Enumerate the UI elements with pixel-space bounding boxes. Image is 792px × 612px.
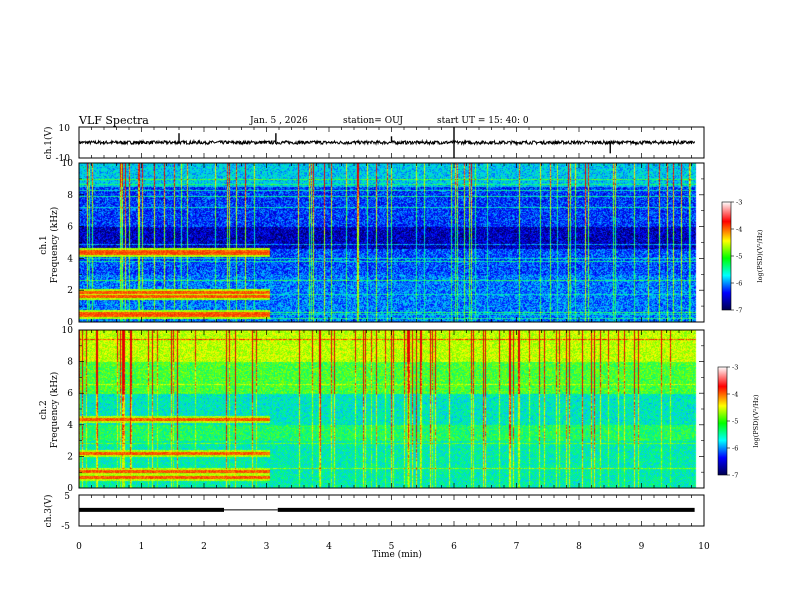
ch3-time-ticks [78,495,705,526]
time-tick-label: 0 [76,542,82,552]
ch1-colorbar: -3 -4 -5 -6 -7 log(PSD)(V²/Hz) [721,199,764,315]
ch1-spectrogram-image [79,163,704,322]
frequency-tick-label: 4 [67,254,73,264]
colorbar-tick-label: -3 [736,199,742,207]
ch1-spec-ticks [78,163,705,322]
time-tick-label: 5 [389,542,395,552]
frequency-tick-label: 6 [67,389,73,399]
ch3-wave-ylabel: ch.3(V) [43,495,54,528]
frequency-tick-label: 8 [67,191,73,201]
colorbar-tick-label: -6 [736,280,742,288]
time-tick-label: 3 [264,542,270,552]
colorbar-tick-label: -5 [732,418,738,426]
time-tick-label: 1 [139,542,145,552]
ch1-time-ticks [78,127,705,158]
time-tick-label: 10 [698,542,710,552]
colorbar-tick-label: -4 [736,226,742,234]
frequency-tick-label: 10 [62,326,74,336]
ch1-spectrogram-panel: 0 2 4 6 8 10 ch.1 Frequency (kHz) [39,159,705,328]
time-tick-label: 2 [201,542,207,552]
colorbar-tick-label: -7 [736,307,742,315]
ch2-spec-ticks [78,330,705,488]
time-axis-tick-labels: 0 1 2 3 4 5 6 7 8 9 10 [76,542,710,552]
ch3-wave-ytick-top: 5 [64,492,70,502]
ch2-spec-yticks: 0 2 4 6 8 10 [62,326,704,494]
station-label: station= OUJ [343,116,403,126]
ch1-spec-yticks: 0 2 4 6 8 10 [62,159,704,328]
frequency-tick-label: 0 [67,318,73,328]
ch2-spectrogram-panel: 0 2 4 6 8 10 ch.2 Frequency (kHz) [39,326,705,494]
time-tick-label: 6 [451,542,457,552]
ch2-spec-ylabel-frequency: Frequency (kHz) [49,372,60,449]
ch2-colorbar-label: log(PSD)(V²/Hz) [752,394,760,447]
figure-title: VLF Spectra [78,114,149,127]
frequency-tick-label: 2 [67,452,73,462]
time-tick-label: 8 [576,542,582,552]
ch1-waveform-panel: 10 -10 ch.1(V) [43,124,705,164]
colorbar-tick-label: -4 [732,391,738,399]
colorbar-tick-label: -3 [732,364,738,372]
ch2-spectrogram-image [79,330,704,488]
ch1-wave-ylabel: ch.1(V) [43,127,54,160]
ch1-waveform-line [78,138,696,147]
ch3-wave-ytick-bottom: -5 [61,522,70,532]
colorbar-tick-label: -5 [736,253,742,261]
time-tick-label: 4 [326,542,332,552]
frequency-tick-label: 0 [67,484,73,494]
ch1-spec-ylabel-frequency: Frequency (kHz) [49,207,60,284]
start-time-label: start UT = 15: 40: 0 [437,116,529,126]
time-tick-label: 7 [514,542,520,552]
ch1-waveform-trace [78,127,696,158]
ch1-colorbar-label: log(PSD)(V²/Hz) [756,229,764,282]
colorbar-tick-label: -7 [732,472,738,480]
date-label: Jan. 5 , 2026 [249,116,308,126]
colorbar-tick-label: -6 [732,445,738,453]
frequency-tick-label: 10 [62,159,74,169]
ch1-wave-ytick-top: 10 [59,124,71,134]
time-axis-label: Time (min) [372,549,422,560]
ch3-waveform-panel: 5 -5 ch.3(V) [43,492,705,532]
frequency-tick-label: 6 [67,223,73,233]
frequency-tick-label: 2 [67,286,73,296]
frequency-tick-label: 4 [67,421,73,431]
ch1-colorbar-ticks: -3 -4 -5 -6 -7 [731,199,742,315]
ch1-wave-ytick-bottom: -10 [56,154,71,164]
ch2-colorbar-ticks: -3 -4 -5 -6 -7 [727,364,738,480]
ch1-spec-ylabel-channel: ch.1 [39,235,49,254]
ch2-spec-ylabel-channel: ch.2 [39,400,49,419]
time-tick-label: 9 [639,542,645,552]
frequency-tick-label: 8 [67,358,73,368]
ch2-colorbar: -3 -4 -5 -6 -7 log(PSD)(V²/Hz) [717,364,760,480]
